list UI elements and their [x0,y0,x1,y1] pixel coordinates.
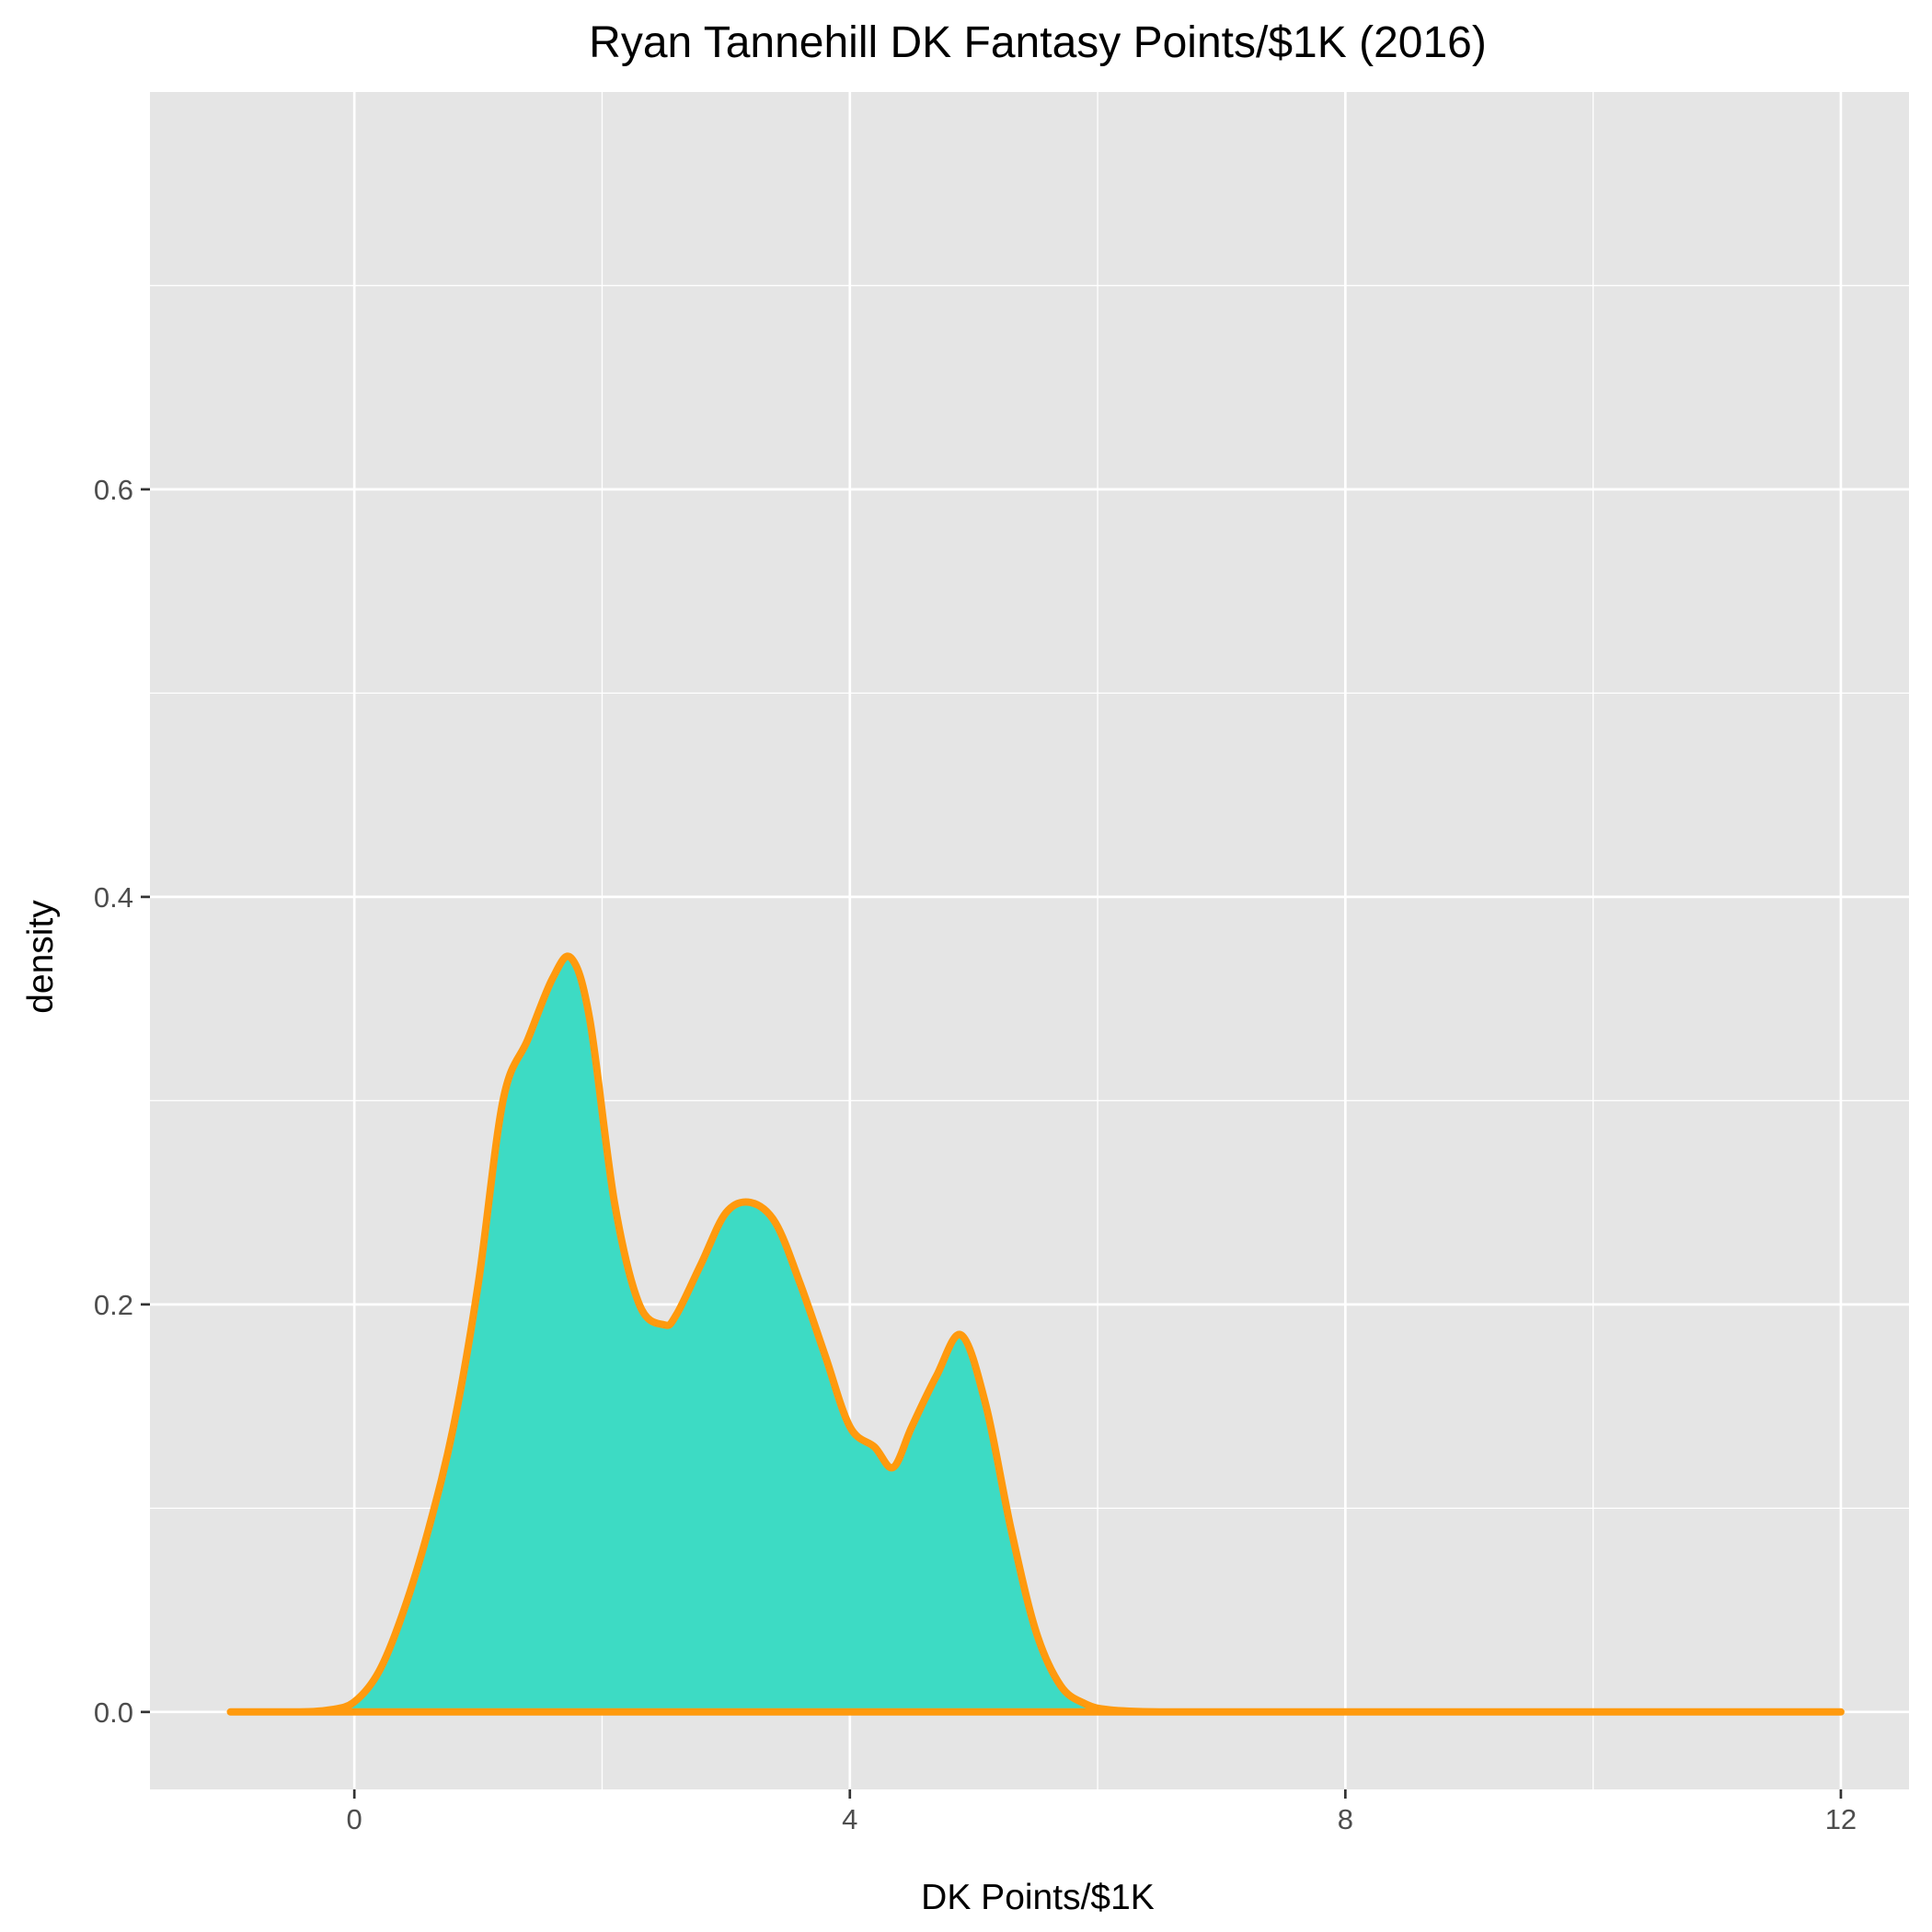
y-tick-label: 0.6 [94,474,133,506]
plot-panel [150,92,1909,1789]
x-tick-label: 4 [842,1803,857,1835]
density-line [226,952,1845,1716]
y-axis-title: density [21,900,61,1014]
x-tick-label: 8 [1338,1803,1353,1835]
x-tick-label: 12 [1825,1803,1857,1835]
x-tick-label: 0 [347,1803,362,1835]
y-axis: 0.0 0.2 0.4 0.6 [94,474,150,1729]
chart-title: Ryan Tannehill DK Fantasy Points/$1K (20… [589,18,1487,67]
x-axis: 0 4 8 12 [347,1789,1857,1835]
y-tick-label: 0.4 [94,881,133,914]
density-area [230,956,1841,1712]
y-tick-label: 0.2 [94,1289,133,1321]
x-axis-title: DK Points/$1K [921,1878,1155,1917]
y-tick-label: 0.0 [94,1696,133,1729]
